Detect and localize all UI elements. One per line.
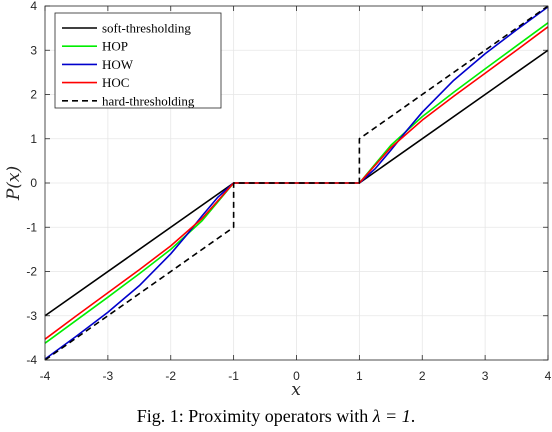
caption-math: λ = 1	[372, 406, 411, 426]
x-tick-label: 1	[356, 369, 363, 383]
x-axis-label: x	[291, 380, 301, 400]
x-tick-label: -2	[165, 369, 176, 383]
x-tick-label: -4	[40, 369, 51, 383]
x-tick-label: 0	[293, 369, 300, 383]
axis-ticks: -4 -3 -2 -1 0 1 2 3 4 -4 -3 -2 -1 0 1 2 3 4	[26, 0, 551, 383]
legend-box	[54, 12, 222, 109]
x-tick-label: 3	[482, 369, 489, 383]
caption-prefix: Fig. 1: Proximity operators with	[136, 406, 373, 426]
line-chart: -4 -3 -2 -1 0 1 2 3 4 -4 -3 -2 -1 0 1 2 3 4 x P(x) soft-t…	[4, 0, 552, 400]
y-tick-label: 0	[30, 176, 37, 190]
y-tick-label: -3	[26, 309, 37, 323]
y-tick-label: 1	[30, 132, 37, 146]
legend-label-HOP: HOP	[102, 39, 128, 54]
y-tick-label: -4	[26, 353, 37, 367]
legend-label-HOW: HOW	[102, 57, 134, 72]
series-lines	[44, 5, 549, 361]
legend-label-HOC: HOC	[102, 75, 129, 90]
y-tick-label: -2	[26, 265, 37, 279]
legend-label-hard-thresholding: hard-thresholding	[102, 93, 195, 108]
series-line-HOC	[44, 26, 549, 340]
caption-suffix: .	[410, 406, 416, 426]
figure-caption: Fig. 1: Proximity operators with λ = 1.	[0, 406, 552, 427]
x-tick-label: 2	[419, 369, 426, 383]
legend: soft-thresholding HOP HOW HOC hard-threshold…	[54, 12, 222, 109]
y-tick-label: 2	[30, 88, 37, 102]
y-axis-label: P(x)	[4, 166, 24, 201]
series-line-hard-thresholding	[44, 5, 549, 361]
y-tick-label: 3	[30, 43, 37, 57]
x-tick-label: -1	[228, 369, 239, 383]
y-tick-label: 4	[30, 0, 37, 13]
x-tick-label: 4	[545, 369, 552, 383]
x-tick-label: -3	[103, 369, 114, 383]
y-tick-label: -1	[26, 220, 37, 234]
legend-label-soft-thresholding: soft-thresholding	[102, 21, 191, 36]
